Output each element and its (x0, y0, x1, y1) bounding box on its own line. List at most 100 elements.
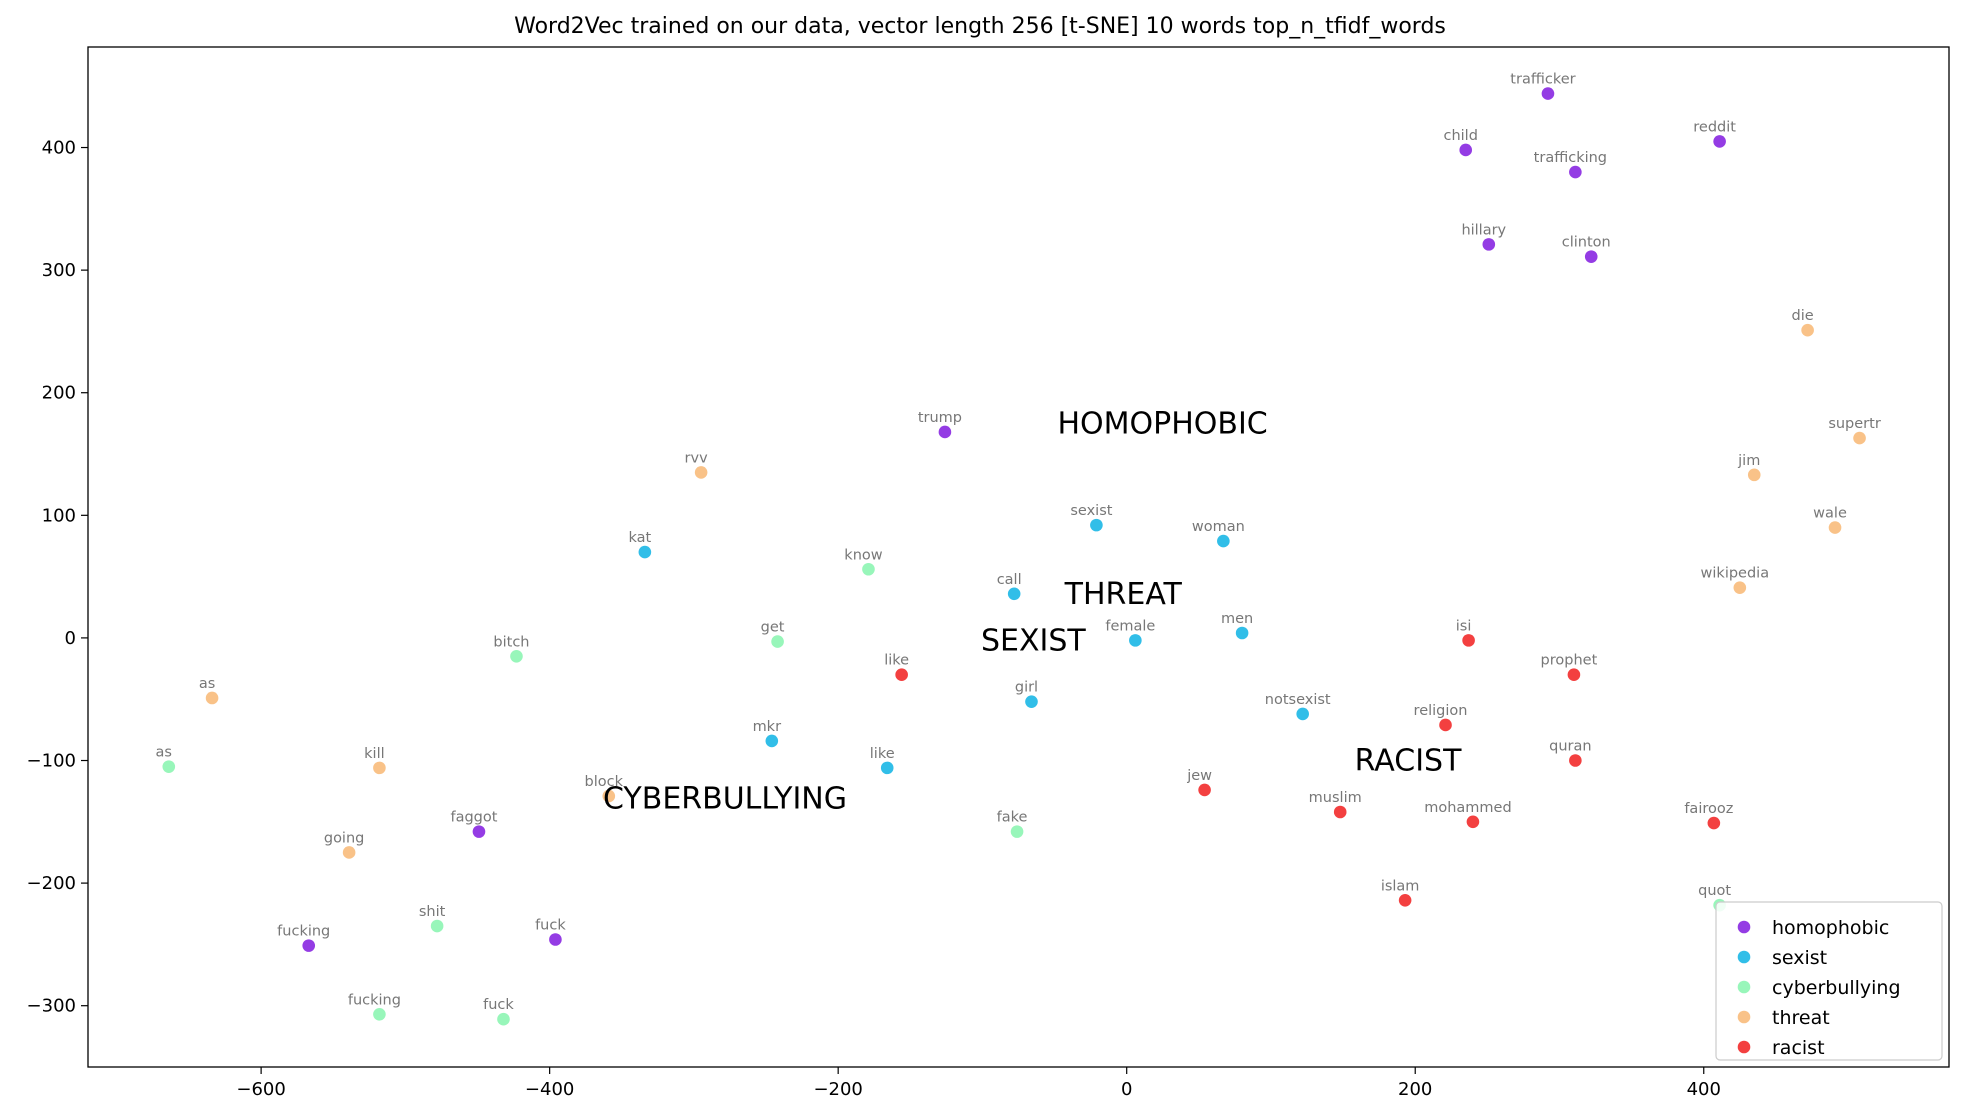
scatter-point-threat (373, 761, 386, 775)
point-label: hillary (1461, 222, 1506, 238)
scatter-point-homophobic (1541, 87, 1555, 100)
scatter-point-cyberbullying (162, 760, 176, 773)
point-label: rvv (685, 450, 709, 466)
scatter-point-racist (895, 668, 908, 681)
scatter-point-sexist (1090, 518, 1103, 532)
scatter-point-racist (1707, 816, 1721, 830)
legend-marker-sexist (1737, 950, 1751, 964)
scatter-point-threat (1733, 581, 1747, 594)
legend-box (1715, 901, 1943, 1061)
scatter-point-homophobic (1482, 238, 1496, 251)
point-label: quot (1698, 883, 1731, 899)
legend-marker-threat (1737, 1010, 1751, 1024)
scatter-point-homophobic (1459, 143, 1473, 157)
point-label: jew (1186, 768, 1212, 784)
point-label: faggot (450, 810, 497, 826)
point-label: fuck (535, 918, 566, 934)
scatter-point-threat (694, 466, 708, 479)
cluster-annotation: HOMOPHOBIC (1057, 406, 1267, 441)
scatter-point-homophobic (1569, 165, 1582, 179)
y-tick-label: 0 (65, 628, 76, 649)
point-label: kat (628, 530, 651, 546)
cluster-annotation: CYBERBULLYING (603, 782, 847, 817)
scatter-point-cyberbullying (862, 562, 875, 576)
point-label: notsexist (1265, 692, 1331, 708)
x-tick-label: 200 (1398, 1079, 1432, 1100)
scatter-point-sexist (1217, 534, 1230, 548)
point-label: quran (1549, 739, 1591, 755)
point-label: isi (1456, 618, 1472, 634)
legend-label-sexist: sexist (1772, 947, 1827, 969)
chart-title: Word2Vec trained on our data, vector len… (514, 14, 1446, 39)
point-label: men (1221, 611, 1253, 627)
point-label: female (1105, 618, 1155, 634)
scatter-point-cyberbullying (771, 635, 784, 648)
point-label: trump (918, 410, 962, 426)
legend-marker-homophobic (1737, 920, 1751, 934)
point-label: as (156, 745, 172, 761)
scatter-point-racist (1198, 783, 1211, 797)
axes-layer: −600 −400 −200 0 200 400 −300 −200 −100 0 100 200 30… (27, 138, 1721, 1100)
point-label: shit (419, 904, 446, 920)
point-label: bitch (493, 634, 529, 650)
point-label: reddit (1693, 119, 1736, 135)
point-label: supertr (1828, 416, 1881, 432)
point-label: mkr (753, 719, 782, 735)
plot-frame (87, 46, 1950, 1068)
point-labels-layer: trafficker child reddit trafficking hillary c… (156, 72, 1881, 1014)
scatter-point-racist (1439, 718, 1452, 732)
scatter-point-sexist (765, 734, 779, 748)
x-tick-label: −600 (236, 1079, 285, 1100)
point-label: sexist (1070, 503, 1112, 519)
y-tick-label: 400 (42, 138, 76, 159)
point-label: girl (1015, 680, 1038, 696)
point-label: prophet (1541, 653, 1598, 669)
scatter-point-threat (1828, 521, 1842, 534)
scatter-point-homophobic (549, 933, 562, 946)
scatter-point-cyberbullying (497, 1012, 510, 1026)
point-label: like (884, 653, 909, 669)
scatter-point-homophobic (302, 939, 316, 952)
scatter-point-racist (1398, 893, 1412, 907)
y-tick-label: 100 (42, 505, 76, 526)
scatter-point-homophobic (938, 425, 952, 439)
point-label: child (1443, 128, 1477, 144)
point-label: trafficking (1534, 150, 1607, 166)
legend: homophobic sexist cyberbullying threat racis… (1715, 901, 1943, 1061)
point-label: fucking (277, 924, 330, 940)
y-tick-label: 300 (42, 260, 76, 281)
y-tick-label: −100 (27, 751, 76, 772)
scatter-point-homophobic (1713, 135, 1726, 148)
scatter-point-threat (1747, 468, 1761, 482)
legend-marker-racist (1737, 1040, 1751, 1054)
scatter-point-cyberbullying (430, 919, 444, 933)
x-tick-label: 0 (1121, 1079, 1132, 1100)
marks-layer (162, 87, 1866, 1026)
point-label: woman (1192, 519, 1245, 535)
legend-marker-cyberbullying (1737, 980, 1751, 994)
point-label: call (997, 572, 1022, 588)
scatter-point-homophobic (1584, 250, 1598, 263)
point-label: block (585, 774, 624, 790)
scatter-point-threat (602, 789, 616, 803)
legend-label-racist: racist (1772, 1037, 1825, 1059)
scatter-point-racist (1333, 805, 1347, 819)
point-label: going (324, 830, 365, 846)
scatter-point-homophobic (472, 825, 486, 838)
point-label: muslim (1309, 790, 1362, 806)
x-tick-label: −200 (813, 1079, 862, 1100)
point-label: islam (1381, 878, 1420, 894)
y-tick-label: −300 (27, 996, 76, 1017)
y-tick-label: 200 (42, 383, 76, 404)
point-label: fucking (348, 992, 401, 1008)
scatter-point-sexist (1296, 707, 1309, 721)
point-label: fake (997, 810, 1028, 826)
cluster-annotation: RACIST (1355, 744, 1462, 779)
scatter-point-racist (1462, 634, 1475, 647)
point-label: religion (1414, 703, 1468, 719)
scatter-point-cyberbullying (1010, 825, 1024, 838)
scatter-point-sexist (880, 761, 894, 775)
point-label: know (844, 547, 882, 563)
scatter-point-sexist (1235, 626, 1249, 640)
